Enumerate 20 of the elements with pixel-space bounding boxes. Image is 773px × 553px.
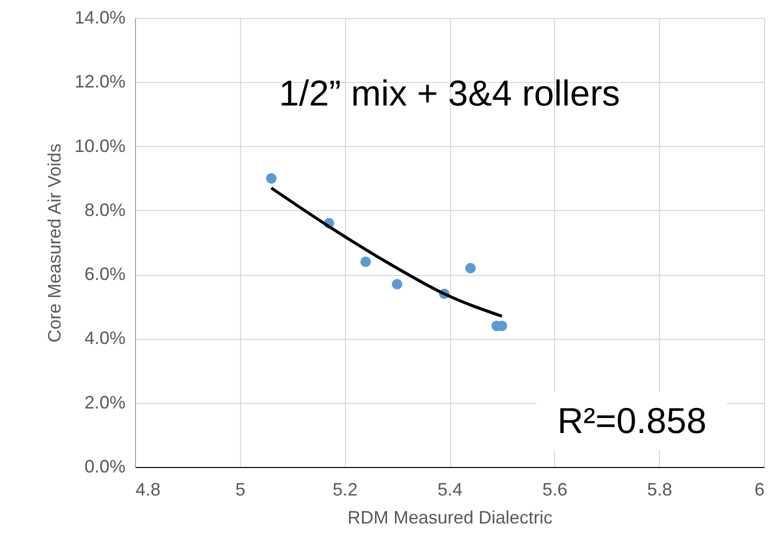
- annotation: R²=0.858: [557, 400, 706, 442]
- x-tick-label: 5.2: [332, 480, 358, 500]
- y-tick-label: 12.0%: [74, 72, 126, 92]
- y-tick-label: 4.0%: [84, 328, 126, 348]
- y-tick-label: 0.0%: [84, 456, 126, 476]
- x-tick-label: 5.6: [542, 480, 568, 500]
- x-tick-label: 5.8: [647, 480, 672, 500]
- y-axis-title: Core Measured Air Voids: [44, 143, 64, 343]
- x-tick-label: 6: [754, 480, 764, 500]
- y-tick-label: 6.0%: [84, 264, 126, 284]
- y-tick-label: 14.0%: [74, 8, 126, 28]
- y-tick-label: 8.0%: [84, 200, 126, 220]
- y-tick-label: 2.0%: [84, 392, 126, 412]
- x-axis-title: RDM Measured Dialectric: [347, 508, 553, 528]
- x-tick-label: 5.4: [437, 480, 463, 500]
- line-series: [270, 186, 504, 318]
- annotation: 1/2” mix + 3&4 rollers: [278, 72, 620, 114]
- y-tick-label: 10.0%: [74, 136, 126, 156]
- x-tick-label: 5: [235, 480, 246, 500]
- x-tick-label: 4.8: [136, 480, 161, 500]
